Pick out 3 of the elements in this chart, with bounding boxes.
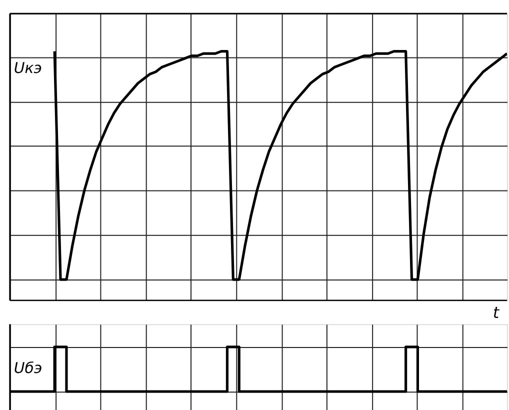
y-axis-title: Uкэ — [14, 59, 42, 78]
y-axis-title: Uбэ — [14, 358, 42, 377]
x-axis-title: t — [492, 303, 500, 322]
